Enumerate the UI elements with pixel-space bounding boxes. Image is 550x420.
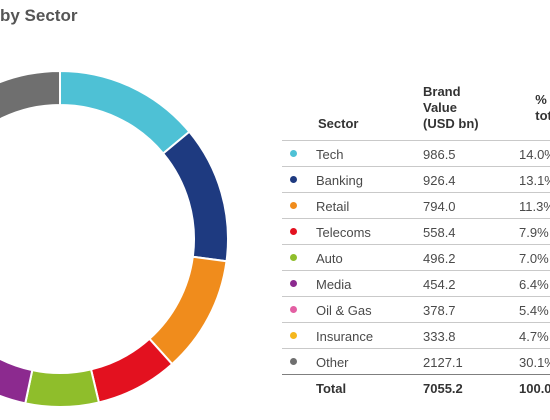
table-row: Tech 986.5 14.0% [282,140,550,166]
header-brand-value-line2: Value [423,100,457,115]
header-brand-value-line1: Brand [423,84,461,99]
sector-name: Insurance [316,329,374,344]
donut-slice-other [0,69,61,121]
donut-chart [0,69,229,408]
sector-name: Other [316,355,349,370]
brand-value: 2127.1 [423,355,463,370]
table-row: Other 2127.1 30.1% [282,348,550,374]
legend-dot-icon [290,306,297,313]
sector-name: Retail [316,199,350,214]
header-pct-line2: total [535,108,550,123]
legend-dot-icon [290,332,297,339]
header-pct-line1: % of [535,92,550,107]
sector-name: Tech [316,147,344,162]
legend-dot-icon [290,228,297,235]
pct-of-total: 7.9% [519,225,549,240]
header-brand-value: Brand Value (USD bn) [423,84,493,132]
legend-dot-icon [290,176,297,183]
donut-slice-media [0,357,34,405]
table-row: Telecoms 558.4 7.9% [282,218,550,244]
legend-dot-icon [290,202,297,209]
header-sector: Sector [318,116,359,131]
total-pct: 100.0% [519,381,550,396]
sector-name: Media [316,277,352,292]
pct-of-total: 5.4% [519,303,549,318]
pct-of-total: 4.7% [519,329,549,344]
brand-value: 496.2 [423,251,456,266]
table-row: Auto 496.2 7.0% [282,244,550,270]
brand-value: 333.8 [423,329,456,344]
sector-table: Brand Value (USD bn) % of total Sector T… [282,78,550,400]
donut-slice-banking [161,130,229,263]
table-row: Retail 794.0 11.3% [282,192,550,218]
legend-dot-icon [290,358,297,365]
pct-of-total: 13.1% [519,173,550,188]
header-pct-total: % of total [519,92,550,124]
total-label: Total [316,381,347,396]
pct-of-total: 11.3% [519,199,550,214]
brand-value: 986.5 [423,147,456,162]
legend-dot-icon [290,280,297,287]
pct-of-total: 14.0% [519,147,550,162]
sector-name: Telecoms [316,225,371,240]
sector-name: Auto [316,251,343,266]
pct-of-total: 6.4% [519,277,549,292]
legend-dot-icon [290,150,297,157]
table-row: Insurance 333.8 4.7% [282,322,550,348]
donut-slice-retail [148,255,228,366]
brand-value: 454.2 [423,277,456,292]
table-total-row: Total 7055.2 100.0% [282,374,550,400]
legend-dot-icon [290,254,297,261]
chart-title: by Sector [0,6,78,25]
donut-slice-auto [24,368,101,408]
pct-of-total: 7.0% [519,251,549,266]
pct-of-total: 30.1% [519,355,550,370]
table-body: Tech 986.5 14.0% Banking 926.4 13.1% Retail 794… [282,140,550,374]
header-brand-value-line3: (USD bn) [423,116,479,131]
table-row: Oil & Gas 378.7 5.4% [282,296,550,322]
brand-value: 794.0 [423,199,456,214]
table-header: Brand Value (USD bn) % of total Sector [282,78,550,140]
donut-slice-tech [59,69,191,155]
sector-name: Oil & Gas [316,303,372,318]
sector-name: Banking [316,173,363,188]
table-row: Banking 926.4 13.1% [282,166,550,192]
table-row: Media 454.2 6.4% [282,270,550,296]
total-value: 7055.2 [423,381,463,396]
brand-value: 926.4 [423,173,456,188]
brand-value: 378.7 [423,303,456,318]
brand-value: 558.4 [423,225,456,240]
